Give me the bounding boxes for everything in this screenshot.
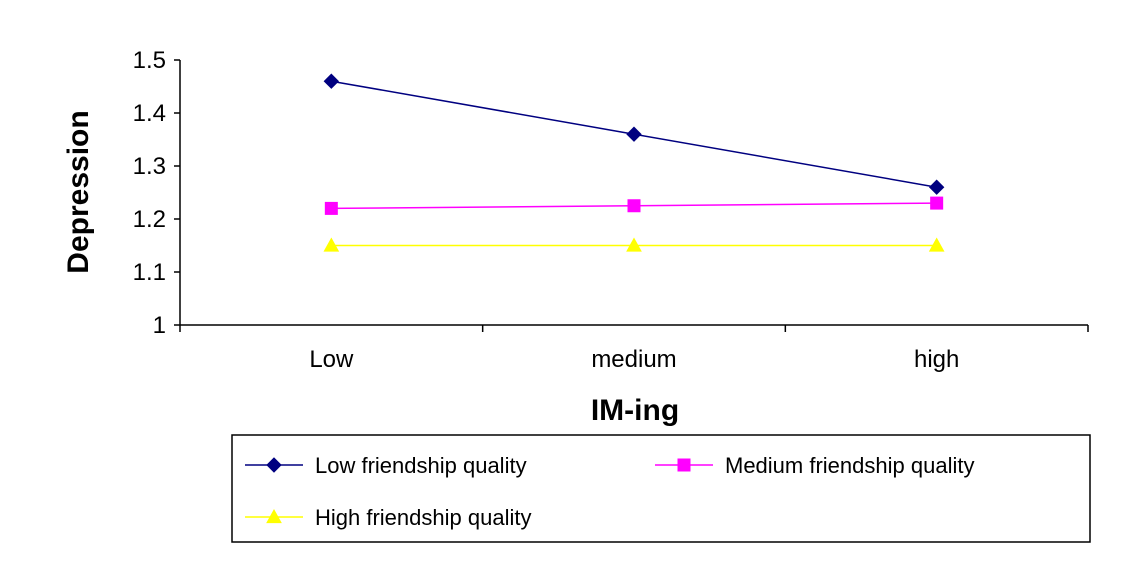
data-point bbox=[627, 199, 641, 213]
series-0 bbox=[323, 73, 945, 195]
data-point bbox=[928, 179, 945, 195]
data-point bbox=[324, 201, 338, 215]
data-point bbox=[323, 73, 340, 89]
legend-label: Medium friendship quality bbox=[725, 453, 974, 478]
legend-marker bbox=[266, 508, 282, 524]
y-axis-title: Depression bbox=[62, 110, 95, 273]
data-point bbox=[930, 196, 944, 210]
y-tick-label: 1.3 bbox=[133, 153, 166, 180]
axes: 1 1.1 1.2 1.3 1.4 1.5 Low medium high bbox=[133, 47, 1089, 373]
series-layer bbox=[323, 73, 945, 252]
data-point bbox=[626, 237, 642, 252]
legend-item: Medium friendship quality bbox=[655, 453, 974, 478]
legend-marker bbox=[677, 458, 691, 472]
legend-label: Low friendship quality bbox=[315, 453, 527, 478]
data-point bbox=[323, 237, 340, 252]
y-tick-label: 1.2 bbox=[133, 206, 166, 233]
legend-marker bbox=[266, 457, 282, 473]
x-tick-label: medium bbox=[591, 346, 676, 373]
y-tick-label: 1 bbox=[153, 312, 166, 339]
y-tick-label: 1.4 bbox=[133, 100, 166, 127]
y-tick-label: 1.1 bbox=[133, 259, 166, 286]
legend-item: High friendship quality bbox=[245, 505, 531, 530]
series-2 bbox=[323, 237, 945, 252]
legend-label: High friendship quality bbox=[315, 505, 531, 530]
legend: Low friendship quality Medium friendship … bbox=[231, 434, 1091, 543]
legend-item: Low friendship quality bbox=[245, 453, 527, 478]
y-tick-label: 1.5 bbox=[133, 47, 166, 74]
x-tick-label: high bbox=[914, 346, 959, 373]
legend-box bbox=[231, 434, 1091, 543]
x-axis-title: IM-ing bbox=[591, 394, 679, 427]
data-point bbox=[626, 126, 642, 142]
series-1 bbox=[324, 196, 944, 215]
data-point bbox=[928, 237, 945, 252]
x-tick-label: Low bbox=[309, 346, 354, 373]
